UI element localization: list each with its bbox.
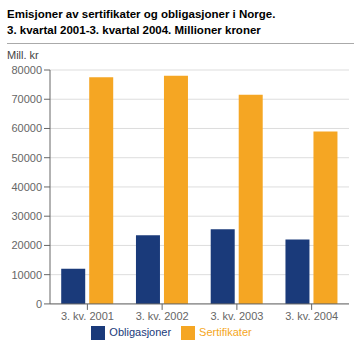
html-text:Mill. kr: Mill. kr bbox=[7, 49, 39, 61]
svg-text:50000: 50000 bbox=[11, 152, 42, 164]
svg-text:40000: 40000 bbox=[11, 181, 42, 193]
html-text:Sertifikater: Sertifikater bbox=[199, 325, 252, 338]
svg-text:20000: 20000 bbox=[11, 239, 42, 251]
svg-text:3. kv. 2004: 3. kv. 2004 bbox=[285, 310, 338, 322]
svg-text:60000: 60000 bbox=[11, 122, 42, 134]
html-text:Emisjoner av sertifikater og o: Emisjoner av sertifikater og obligasjone… bbox=[7, 8, 276, 20]
svg-text:3. kv. 2003: 3. kv. 2003 bbox=[210, 310, 263, 322]
svg-text:10000: 10000 bbox=[11, 269, 42, 281]
svg-text:0: 0 bbox=[36, 298, 42, 310]
html-text:3. kvartal 2001-3. kvartal 200: 3. kvartal 2001-3. kvartal 2004. Million… bbox=[7, 24, 261, 36]
svg-text:30000: 30000 bbox=[11, 210, 42, 222]
svg-text:70000: 70000 bbox=[11, 93, 42, 105]
svg-text:3. kv. 2001: 3. kv. 2001 bbox=[61, 310, 114, 322]
svg-text:80000: 80000 bbox=[11, 64, 42, 76]
html-text:Obligasjoner: Obligasjoner bbox=[109, 325, 172, 338]
svg-text:3. kv. 2002: 3. kv. 2002 bbox=[136, 310, 189, 322]
